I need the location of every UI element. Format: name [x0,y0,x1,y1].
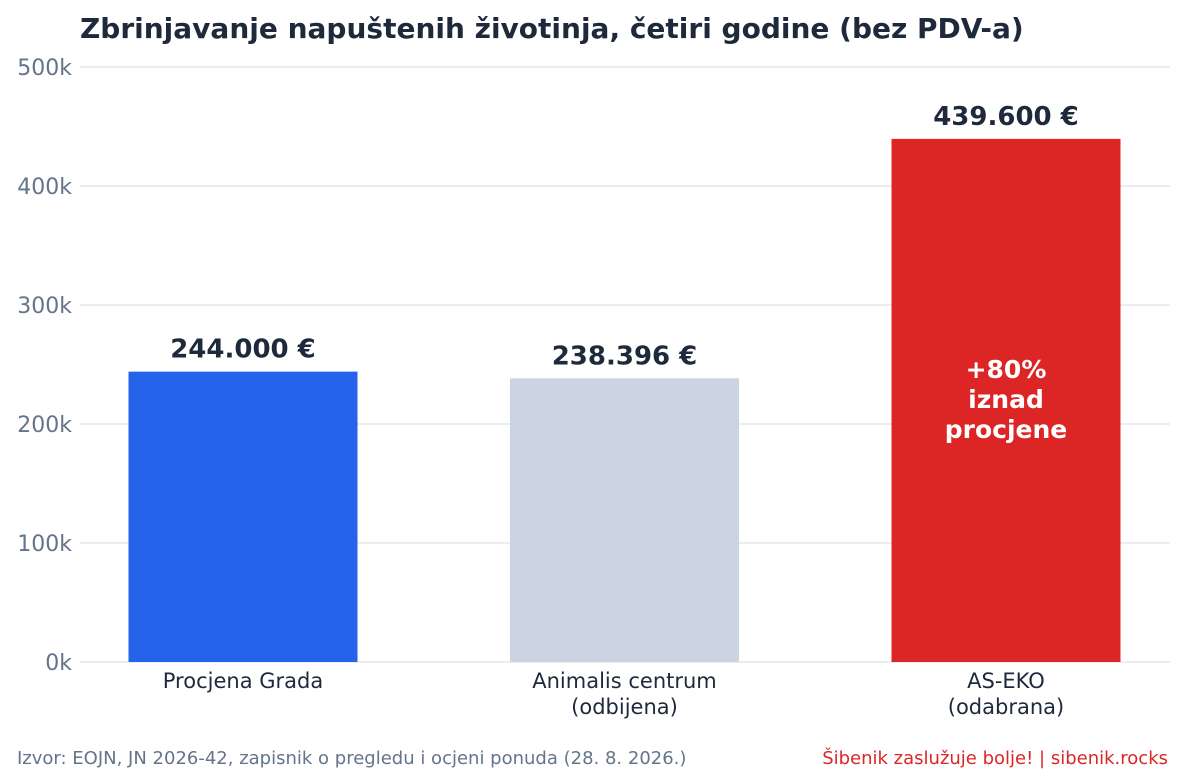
bar [128,371,358,662]
x-axis: Procjena Grada Animalis centrum (odbijena)… [163,669,1064,719]
annotation: +80% iznad procjene [945,355,1068,444]
value-label: 238.396 € [552,341,698,371]
source-note: Izvor: EOJN, JN 2026-42, zapisnik o preg… [17,748,686,769]
x-tick-label-line: (odbijena) [571,695,678,719]
value-labels: 244.000 € 238.396 € 439.600 € [170,102,1079,371]
annotation-line: +80% [966,355,1047,384]
x-tick-label-line: AS-EKO [967,669,1045,693]
annotation-line: iznad [968,385,1044,414]
brand-link[interactable]: Šibenik zaslužuje bolje! | sibenik.rocks [822,747,1168,769]
x-tick-label: Animalis centrum (odbijena) [532,669,717,719]
x-tick-label-line: Animalis centrum [532,669,717,693]
x-tick-label: AS-EKO (odabrana) [948,669,1064,719]
chart-title: Zbrinjavanje napuštenih životinja, četir… [80,12,1024,45]
y-tick-label: 500k [17,56,72,81]
x-tick-label-line: Procjena Grada [163,669,323,693]
y-tick-label: 300k [17,294,72,319]
y-tick-label: 200k [17,413,72,438]
annotation-line: procjene [945,415,1068,444]
x-tick-label: Procjena Grada [163,669,323,693]
bars [128,138,1121,663]
bar [510,378,739,662]
bar [891,138,1121,663]
value-label: 244.000 € [170,335,316,365]
y-axis: 0k 100k 200k 300k 400k 500k [17,56,72,676]
value-label: 439.600 € [933,102,1079,132]
y-tick-label: 400k [17,175,72,200]
annotation-text: +80% iznad procjene [945,355,1068,444]
y-tick-label: 100k [17,532,72,557]
y-tick-label: 0k [45,651,72,676]
x-tick-label-line: (odabrana) [948,695,1064,719]
